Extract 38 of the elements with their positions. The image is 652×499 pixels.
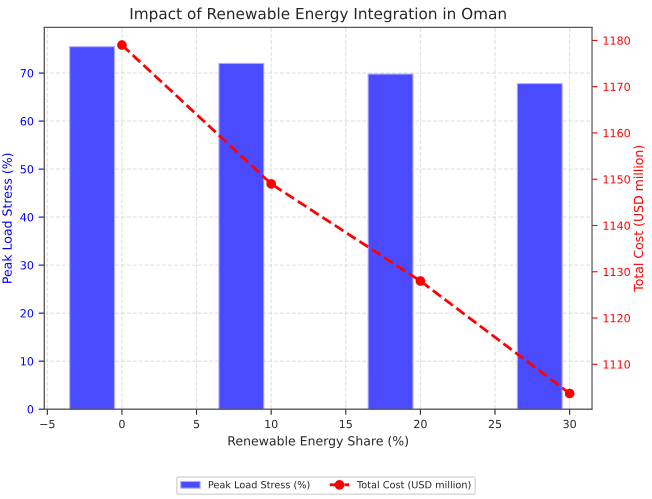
- bar: [368, 73, 414, 410]
- point: [564, 388, 574, 398]
- y2-tick-label: 1140: [604, 221, 630, 230]
- y-tick-label: 60: [20, 117, 34, 126]
- y-tick-label: 0: [28, 405, 34, 414]
- x-tick-label: 5: [194, 420, 200, 428]
- y2-tick-label: 1180: [604, 36, 630, 45]
- x-tick-label: 0: [119, 420, 125, 428]
- y2-tick-label: 1160: [604, 128, 630, 138]
- point: [117, 40, 127, 50]
- x-tick-label: 20: [414, 420, 427, 428]
- y2-tick-label: 1130: [604, 268, 630, 276]
- bar: [218, 62, 264, 410]
- x-tick-label: 25: [488, 420, 502, 428]
- y2-tick-label: 1150: [604, 175, 630, 184]
- x-tick-label: 30: [563, 420, 576, 428]
- y-tick-label: 70: [20, 69, 34, 78]
- point: [266, 178, 276, 189]
- y2-tick-label: 1170: [604, 82, 630, 92]
- bar: [69, 46, 116, 410]
- y-tick-label: 30: [20, 261, 34, 270]
- y2-tick-label: 1120: [604, 314, 630, 322]
- bar: [516, 83, 563, 410]
- legend-label: Peak Load Stress (%): [208, 480, 310, 490]
- y-tick-label: 40: [20, 213, 34, 222]
- legend-label: Total Cost (USD million): [356, 480, 470, 490]
- chart-title: Impact of Renewable Energy Integration in Oman: [130, 8, 506, 22]
- x-tick-label: 15: [340, 420, 352, 428]
- y-axis-title: Peak Load Stress (%): [2, 154, 14, 283]
- y-tick-label: 20: [20, 309, 34, 318]
- y-tick-label: 10: [21, 357, 34, 366]
- point: [416, 276, 426, 286]
- x-axis-title: Renewable Energy Share (%): [228, 436, 408, 448]
- x-tick-label: −5: [40, 420, 55, 428]
- x-tick-label: 10: [265, 420, 278, 428]
- y2-tick-label: 1110: [604, 360, 630, 369]
- y2-axis-title: Total Cost (USD million): [633, 146, 645, 292]
- y-tick-label: 50: [20, 165, 34, 174]
